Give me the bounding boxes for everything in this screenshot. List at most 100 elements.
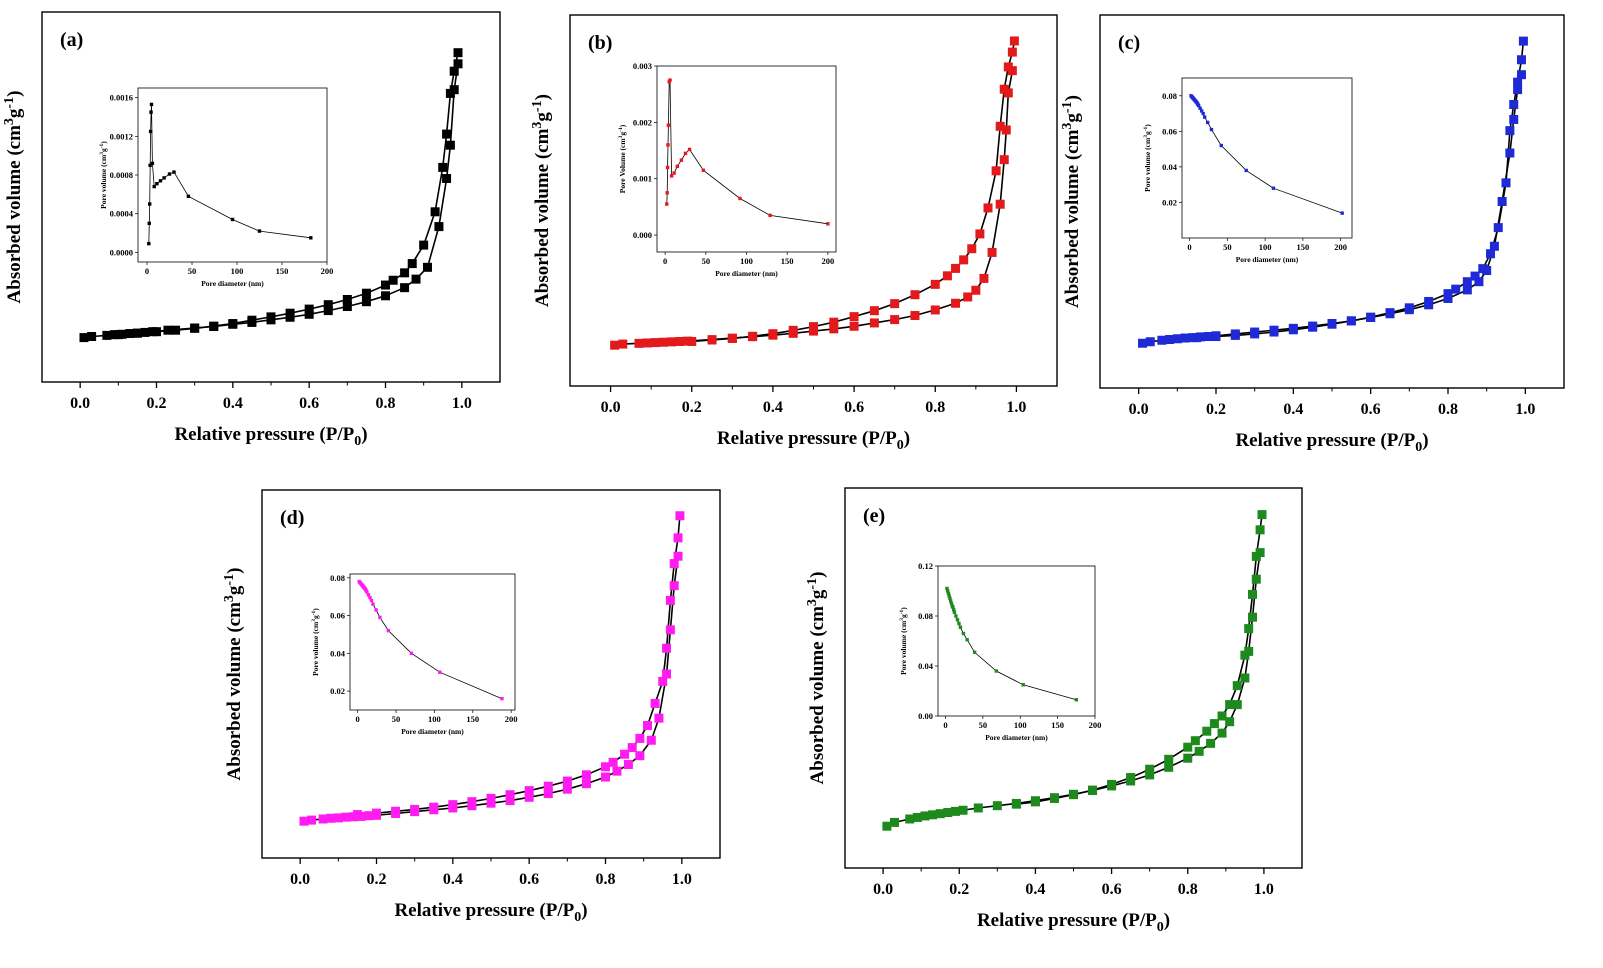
isotherm-point-desorption	[391, 806, 401, 816]
isotherm-point-desorption	[951, 263, 961, 273]
inset-point	[951, 605, 955, 609]
isotherm-point-desorption	[1493, 223, 1503, 233]
x-tick-label: 0.0	[70, 395, 90, 412]
inset-x-tick-label: 100	[740, 256, 753, 266]
x-tick-label: 0.4	[763, 399, 783, 416]
chart-svg: 0.0 0.2 0.4 0.6 0.8 1.0 Relative pressure (P/P…	[222, 489, 721, 925]
isotherm-point-adsorption	[442, 174, 452, 183]
isotherm-point-desorption	[400, 268, 410, 278]
isotherm-point-desorption	[687, 336, 697, 346]
inset-point	[665, 165, 670, 170]
inset-point	[149, 102, 154, 107]
x-tick-label: 0.4	[223, 395, 243, 412]
isotherm-point-desorption	[467, 797, 477, 807]
isotherm-point-adsorption	[1240, 673, 1250, 683]
isotherm-point-adsorption	[304, 309, 314, 319]
isotherm-point-adsorption	[163, 325, 173, 335]
isotherm-point-adsorption	[581, 779, 591, 789]
isotherm-point-desorption	[642, 721, 652, 731]
inset-point	[386, 628, 391, 633]
isotherm-point-adsorption	[992, 801, 1002, 811]
inset-chart: 0 50 100 150 200 0.0000 0.0004 0.0008 0.0012 0.00…	[99, 87, 334, 288]
chart-svg: 0.0 0.2 0.4 0.6 0.8 1.0 Relative pressure (P/P…	[530, 14, 1058, 453]
inset-point	[172, 170, 176, 174]
isotherm-point-desorption	[991, 166, 1001, 176]
inset-y-axis-title-ylabel_sup1: 3	[311, 619, 317, 622]
x-axis-title-text: Relative pressure (P/P	[1235, 430, 1415, 451]
x-tick-label: 0.2	[367, 871, 387, 888]
inset-y-tick-label: 0.02	[1162, 197, 1177, 207]
inset-x-tick-label: 200	[321, 266, 334, 276]
inset-x-tick-label: 50	[188, 266, 197, 276]
x-tick-label: 1.0	[452, 395, 472, 412]
isotherm-point-adsorption	[342, 302, 352, 312]
x-axis-title-text: Relative pressure (P/P	[174, 424, 354, 445]
x-axis-title-sub: 0	[897, 438, 904, 453]
isotherm-point-desorption	[486, 793, 496, 803]
isotherm-point-adsorption	[445, 140, 455, 150]
inset-y-tick-label: 0.000	[633, 230, 652, 240]
x-axis-title-end: )	[1164, 910, 1170, 931]
y-axis-title-ylabel_sup2: -1	[2, 97, 17, 109]
inset-point	[669, 174, 674, 178]
panel-label: (c)	[1118, 32, 1140, 54]
inset-y-tick-label: 0.04	[918, 661, 934, 671]
inset-x-axis-title: Pore diameter (nm)	[401, 727, 464, 736]
isotherm-point-desorption	[1211, 332, 1221, 342]
inset-y-tick-label: 0.12	[918, 561, 933, 571]
inset-x-tick-label: 150	[1051, 720, 1064, 730]
isotherm-point-adsorption	[890, 817, 900, 827]
inset-point	[955, 618, 960, 622]
inset-point	[957, 621, 961, 626]
isotherm-point-adsorption	[326, 813, 336, 823]
isotherm-point-adsorption	[930, 305, 940, 315]
isotherm-point-adsorption	[361, 297, 371, 307]
isotherm-point-desorption	[1385, 308, 1395, 318]
isotherm-point-adsorption	[1225, 717, 1235, 727]
inset-point	[147, 241, 151, 246]
inset-y-axis-title-ylabel: Pore volume (cm	[99, 154, 108, 209]
inset-chart: 0 50 100 150 200 0.00 0.04 0.08 0.12 Pore diamete…	[899, 561, 1101, 742]
isotherm-point-desorption	[849, 312, 859, 322]
inset-point	[949, 599, 953, 603]
inset-point	[683, 151, 688, 156]
isotherm-point-desorption	[419, 240, 429, 250]
inset-point	[438, 670, 442, 674]
inset-chart: 0 50 100 150 200 0.02 0.04 0.06 0.08 Pore diamete…	[311, 573, 518, 736]
inset-point	[371, 602, 375, 606]
isotherm-point-desorption	[890, 299, 900, 309]
y-axis-title-ylabel_mid: g	[807, 589, 828, 599]
isotherm-point-adsorption	[1443, 293, 1453, 303]
x-tick-label: 0.6	[1102, 881, 1122, 898]
inset-y-axis-title-ylabel_sup1: 3	[618, 135, 624, 138]
isotherm-point-desorption	[247, 315, 257, 325]
isotherm-point-desorption	[665, 595, 675, 605]
isotherm-point-desorption	[388, 275, 398, 285]
isotherm-point-adsorption	[1513, 85, 1523, 95]
isotherm-point-adsorption	[1217, 728, 1227, 738]
inset-y-tick-label: 0.0000	[110, 247, 133, 257]
isotherm-point-desorption	[662, 643, 672, 653]
isotherm-point-adsorption	[140, 327, 150, 337]
isotherm-point-adsorption	[829, 324, 839, 334]
isotherm-point-desorption	[627, 743, 637, 753]
inset-y-tick-label: 0.02	[330, 686, 345, 696]
x-tick-label: 1.0	[1254, 881, 1274, 898]
isotherm-point-desorption	[1257, 510, 1267, 520]
inset-y-axis-title-ylabel_end: )	[311, 608, 320, 611]
x-axis-title-sub: 0	[574, 910, 581, 925]
inset-point	[1074, 698, 1079, 702]
inset-y-axis-title-ylabel: Pore volume (cm	[899, 620, 908, 675]
y-axis-title-ylabel_mid: g	[4, 108, 25, 118]
isotherm-point-adsorption	[562, 784, 572, 794]
x-tick-label: 0.0	[873, 881, 893, 898]
inset-x-tick-label: 200	[1334, 242, 1347, 252]
isotherm-point-desorption	[543, 781, 553, 791]
isotherm-point-desorption	[1126, 773, 1136, 783]
isotherm-point-adsorption	[618, 339, 628, 349]
x-tick-label: 0.4	[1025, 881, 1045, 898]
isotherm-point-desorption	[449, 66, 459, 76]
isotherm-point-desorption	[1244, 624, 1254, 634]
isotherm-point-desorption	[285, 308, 295, 318]
isotherm-point-desorption	[1366, 312, 1376, 322]
